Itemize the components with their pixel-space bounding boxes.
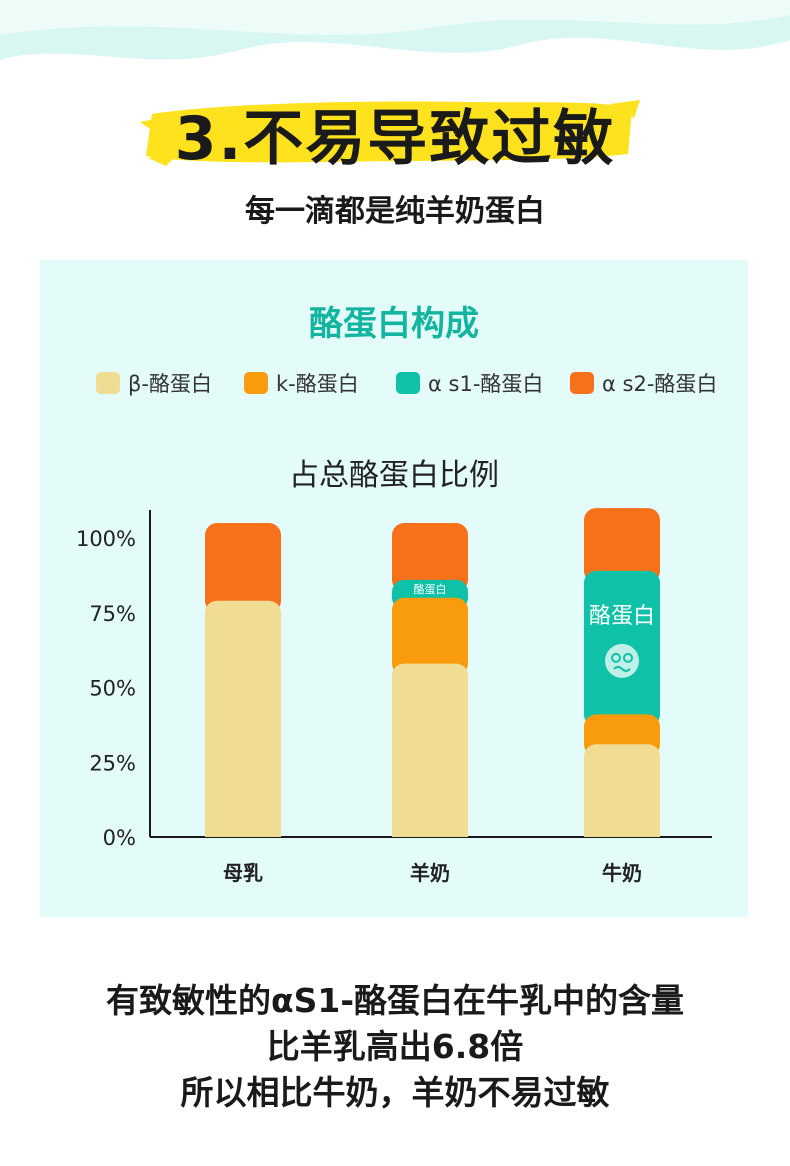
legend-item-kappa: k-酪蛋白: [244, 368, 359, 398]
panel-title: 酪蛋白构成: [309, 304, 479, 344]
conclusion-line-2: 比羊乳高出6.8倍: [266, 1027, 524, 1066]
bar-base-母乳: [205, 823, 281, 837]
bar-segment-母乳-s0: [205, 600, 281, 837]
legend-label: β-酪蛋白: [128, 372, 212, 396]
x-category-label: 羊奶: [410, 861, 450, 885]
legend-swatch-beta: [96, 372, 120, 394]
legend-swatch-alpha-s1: [396, 372, 420, 394]
allergy-face-mouth-icon: [613, 665, 631, 672]
allergy-face-eye-icon: [611, 652, 621, 663]
bar-segment-羊奶-s3: [392, 523, 468, 592]
x-category-label: 牛奶: [602, 861, 642, 885]
legend-swatch-kappa: [244, 372, 268, 394]
y-tick-label: 25%: [89, 751, 136, 775]
y-tick-label: 0%: [103, 826, 136, 850]
legend: β-酪蛋白 k-酪蛋白 α s1-酪蛋白 α s2-酪蛋白: [40, 368, 748, 398]
bar-segment-母乳-s3: [205, 523, 281, 613]
bar-segment-牛奶-s3: [584, 508, 660, 583]
bar-segment-羊奶-s1: [392, 597, 468, 676]
legend-label: α s2-酪蛋白: [602, 372, 718, 396]
conclusion-line-3: 所以相比牛奶，羊奶不易过敏: [180, 1073, 610, 1112]
y-tick-label: 50%: [89, 677, 136, 701]
page-title: 3.不易导致过敏: [174, 104, 616, 174]
y-tick-label: 100%: [76, 527, 136, 551]
brush-highlight: [140, 100, 640, 166]
chart-title: 占总酪蛋白比例: [289, 458, 499, 493]
bar-segment-牛奶-s0: [584, 744, 660, 837]
bar-base-牛奶: [584, 823, 660, 837]
conclusion-line-1: 有致敏性的αS1-酪蛋白在牛乳中的含量: [105, 981, 685, 1020]
bar-annotation-label: 酪蛋白: [414, 582, 447, 596]
legend-item-alpha-s2: α s2-酪蛋白: [570, 368, 717, 398]
page-subtitle: 每一滴都是纯羊奶蛋白: [245, 194, 545, 229]
y-tick-label: 75%: [89, 602, 136, 626]
legend-label: k-酪蛋白: [276, 372, 359, 396]
legend-item-beta: β-酪蛋白: [96, 368, 212, 398]
top-wave-decoration: [0, 0, 790, 60]
allergy-face-eye-icon: [623, 652, 633, 663]
conclusion-text: 有致敏性的αS1-酪蛋白在牛乳中的含量 比羊乳高出6.8倍 所以相比牛奶，羊奶不…: [0, 978, 790, 1116]
legend-item-alpha-s1: α s1-酪蛋白: [396, 368, 543, 398]
bar-annotation-label: 酪蛋白: [589, 604, 655, 629]
legend-label: α s1-酪蛋白: [428, 372, 544, 396]
chart-panel: 酪蛋白构成 β-酪蛋白 k-酪蛋白 α s1-酪蛋白 α s2-酪蛋白 占总酪蛋…: [40, 260, 748, 917]
bar-segment-羊奶-s0: [392, 663, 468, 837]
x-category-label: 母乳: [223, 861, 263, 885]
title-area: 3.不易导致过敏: [0, 86, 790, 176]
legend-swatch-alpha-s2: [570, 372, 594, 394]
bar-base-羊奶: [392, 823, 468, 837]
allergy-face-icon: [605, 643, 639, 678]
